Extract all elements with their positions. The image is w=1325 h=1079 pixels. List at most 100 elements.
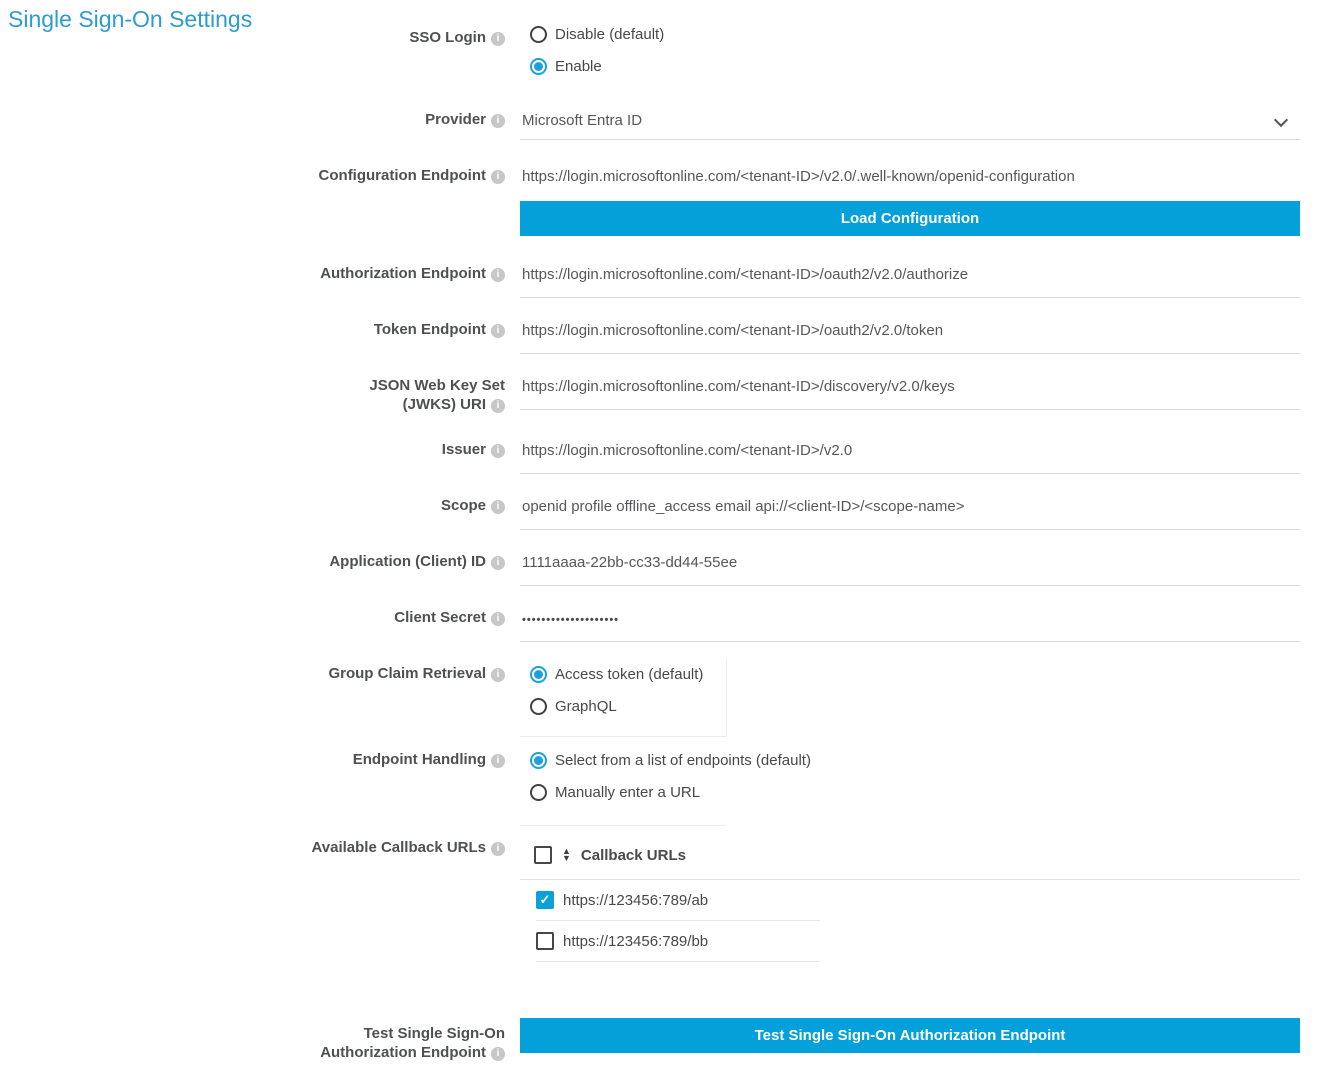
- scope-input[interactable]: [520, 490, 1300, 530]
- form-row-endpoint-handling: Endpoint Handling i Select from a list of…: [0, 744, 1300, 826]
- group-claim-radio-group: Access token (default) GraphQL: [520, 658, 727, 737]
- form-row-issuer: Issuer i: [0, 434, 1300, 474]
- client-id-label: Application (Client) ID: [329, 553, 486, 570]
- info-icon[interactable]: i: [491, 324, 505, 338]
- authorization-endpoint-label: Authorization Endpoint: [320, 265, 486, 282]
- sso-login-field: Disable (default) Enable: [520, 22, 1300, 86]
- callback-url-checkbox-checked[interactable]: ✓: [536, 891, 554, 909]
- form-row-available-callback-urls: Available Callback URLs i ▲ ▼ Callback UR…: [0, 832, 1300, 962]
- configuration-endpoint-field: Load Configuration: [520, 160, 1300, 236]
- sso-login-option-enable[interactable]: Enable: [520, 54, 1300, 78]
- info-icon[interactable]: i: [491, 500, 505, 514]
- info-icon[interactable]: i: [491, 170, 505, 184]
- callback-url-checkbox[interactable]: [536, 932, 554, 950]
- radio-manual-url[interactable]: [530, 783, 547, 801]
- configuration-endpoint-label-col: Configuration Endpoint i: [0, 160, 505, 185]
- label-wrap: Issuer i: [442, 440, 505, 459]
- chevron-down-icon: [1273, 112, 1289, 128]
- callback-urls-table: ▲ ▼ Callback URLs ✓ https://123456:789/a…: [520, 832, 1300, 962]
- radio-dot: [534, 702, 543, 711]
- radio-dot: [534, 788, 543, 797]
- info-icon[interactable]: i: [491, 1047, 505, 1061]
- radio-graphql[interactable]: [530, 697, 547, 715]
- form-row-token-endpoint: Token Endpoint i: [0, 314, 1300, 354]
- load-configuration-button[interactable]: Load Configuration: [520, 201, 1300, 236]
- page-title: Single Sign-On Settings: [8, 6, 253, 32]
- label-wrap: Provider i: [425, 110, 505, 129]
- radio-access-token[interactable]: [530, 665, 547, 683]
- info-icon[interactable]: i: [491, 668, 505, 682]
- form-row-configuration-endpoint: Configuration Endpoint i Load Configurati…: [0, 160, 1300, 236]
- group-claim-option-graphql[interactable]: GraphQL: [520, 694, 726, 718]
- radio-disable[interactable]: [530, 25, 547, 43]
- radio-select-list[interactable]: [530, 751, 547, 769]
- scope-field: [520, 490, 1300, 530]
- endpoint-handling-option-select-list[interactable]: Select from a list of endpoints (default…: [520, 748, 811, 772]
- scope-label-col: Scope i: [0, 490, 505, 515]
- authorization-endpoint-input[interactable]: [520, 258, 1300, 298]
- label-wrap: Available Callback URLs i: [311, 838, 505, 857]
- sort-up-icon: ▲: [562, 846, 571, 856]
- label-wrap: JSON Web Key Set (JWKS) URI i: [313, 376, 505, 414]
- endpoint-handling-label: Endpoint Handling: [352, 751, 486, 768]
- info-icon[interactable]: i: [491, 556, 505, 570]
- sort-down-icon: ▼: [562, 853, 571, 863]
- provider-field: Microsoft Entra ID: [520, 104, 1300, 140]
- info-icon[interactable]: i: [491, 444, 505, 458]
- info-icon[interactable]: i: [491, 268, 505, 282]
- provider-select[interactable]: Microsoft Entra ID: [520, 104, 1300, 140]
- authorization-endpoint-field: [520, 258, 1300, 298]
- callback-urls-label: Available Callback URLs: [311, 839, 486, 856]
- label-wrap: Test Single Sign-On Authorization Endpoi…: [313, 1024, 505, 1062]
- form-row-sso-login: SSO Login i Disable (default) Enable: [0, 22, 1300, 86]
- info-icon[interactable]: i: [491, 842, 505, 856]
- client-id-field: [520, 546, 1300, 586]
- token-endpoint-input[interactable]: [520, 314, 1300, 354]
- token-endpoint-field: [520, 314, 1300, 354]
- client-secret-label: Client Secret: [394, 609, 486, 626]
- group-claim-field: Access token (default) GraphQL: [520, 658, 1300, 737]
- radio-dot: [534, 669, 543, 679]
- endpoint-handling-option-manual-url[interactable]: Manually enter a URL: [520, 780, 726, 804]
- endpoint-handling-field: Select from a list of endpoints (default…: [520, 744, 1300, 826]
- callback-url-row[interactable]: https://123456:789/bb: [536, 921, 820, 962]
- configuration-endpoint-input[interactable]: [520, 160, 1300, 193]
- info-icon[interactable]: i: [491, 399, 505, 413]
- label-wrap: Application (Client) ID i: [329, 552, 505, 571]
- jwks-uri-field: [520, 370, 1300, 410]
- sso-login-option-disable[interactable]: Disable (default): [520, 22, 1300, 46]
- issuer-field: [520, 434, 1300, 474]
- info-icon[interactable]: i: [491, 32, 505, 46]
- sort-icon[interactable]: ▲ ▼: [562, 846, 571, 863]
- sso-login-label: SSO Login: [409, 29, 486, 46]
- form-row-jwks-uri: JSON Web Key Set (JWKS) URI i: [0, 370, 1300, 414]
- label-wrap: Authorization Endpoint i: [320, 264, 505, 283]
- radio-disable-label: Disable (default): [555, 25, 665, 43]
- group-claim-option-access-token[interactable]: Access token (default): [520, 662, 726, 686]
- radio-dot: [534, 30, 543, 39]
- info-icon[interactable]: i: [491, 754, 505, 768]
- radio-manual-url-label: Manually enter a URL: [555, 783, 701, 801]
- info-icon[interactable]: i: [491, 114, 505, 128]
- info-icon[interactable]: i: [491, 612, 505, 626]
- form-row-scope: Scope i: [0, 490, 1300, 530]
- issuer-input[interactable]: [520, 434, 1300, 474]
- jwks-uri-label-col: JSON Web Key Set (JWKS) URI i: [0, 370, 505, 414]
- check-icon: ✓: [539, 892, 551, 907]
- jwks-uri-input[interactable]: [520, 370, 1300, 410]
- jwks-uri-label: JSON Web Key Set (JWKS) URI: [369, 377, 505, 413]
- callback-url-row[interactable]: ✓ https://123456:789/ab: [536, 880, 820, 921]
- client-id-input[interactable]: [520, 546, 1300, 586]
- provider-selected-value: Microsoft Entra ID: [522, 112, 643, 129]
- client-secret-input[interactable]: [520, 602, 1300, 642]
- form-row-provider: Provider i Microsoft Entra ID: [0, 104, 1300, 140]
- issuer-label: Issuer: [441, 441, 486, 458]
- client-secret-field: [520, 602, 1300, 642]
- test-sso-button[interactable]: Test Single Sign-On Authorization Endpoi…: [520, 1018, 1300, 1053]
- label-wrap: Group Claim Retrieval i: [328, 664, 505, 683]
- label-wrap: Client Secret i: [394, 608, 505, 627]
- radio-enable[interactable]: [530, 57, 547, 75]
- sso-login-label-col: SSO Login i: [0, 22, 505, 47]
- select-all-checkbox[interactable]: [534, 846, 552, 864]
- label-wrap: SSO Login i: [409, 28, 505, 47]
